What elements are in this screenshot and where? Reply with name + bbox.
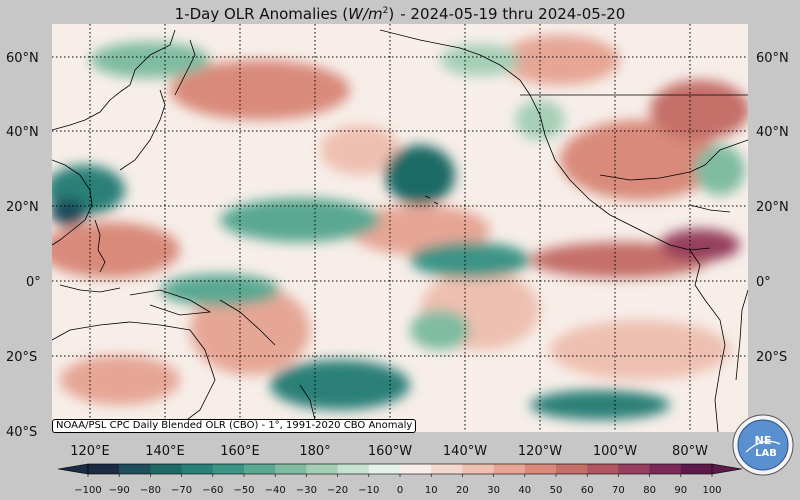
colorbar-swatch [649, 464, 682, 474]
colorbar-tick-label: 60 [581, 485, 594, 496]
colorbar-swatch [88, 464, 120, 474]
colorbar-tick-label: −100 [74, 485, 101, 496]
colorbar-tick-label: −80 [140, 485, 161, 496]
colorbar-tick-label: −10 [358, 485, 379, 496]
title-prefix: 1-Day OLR Anomalies [174, 5, 338, 23]
colorbar-tick-label: 0 [397, 485, 403, 496]
colorbar-swatch [119, 464, 151, 474]
colorbar-tick-label: −90 [109, 485, 130, 496]
lat-labels-left: 60°N 40°N 20°N 0° 20°S 40°S [6, 51, 41, 440]
colorbar-swatch [212, 464, 245, 474]
lat-labels-right: 60°N 40°N 20°N 0° 20°S [756, 51, 789, 365]
data-credit: NOAA/PSL CPC Daily Blended OLR (CBO) - 1… [52, 419, 417, 433]
title-unit-base: W/m [348, 5, 383, 23]
lat-label: 40°N [756, 125, 789, 140]
title-unit-exp: 2 [382, 6, 389, 16]
colorbar-swatch [493, 464, 526, 474]
lat-label: 40°S [6, 425, 37, 440]
colorbar-extend-low [57, 463, 89, 475]
lon-label: 80°W [672, 444, 708, 459]
colorbar-tick-label: −70 [171, 485, 192, 496]
lon-label: 160°W [368, 444, 412, 459]
lon-label: 180° [299, 444, 330, 459]
lat-label: 0° [756, 275, 771, 290]
lon-label: 120°E [70, 444, 110, 459]
colorbar-swatch [587, 464, 619, 474]
logo-text-bottom: LAB [755, 448, 777, 459]
colorbar-swatch [150, 464, 183, 474]
colorbar-tick-label: −60 [202, 485, 223, 496]
colorbar-tick-label: 10 [425, 485, 438, 496]
lon-label: 160°E [220, 444, 260, 459]
colorbar-tick-label: −20 [327, 485, 348, 496]
lon-label: 100°W [593, 444, 637, 459]
colorbar-swatch [618, 464, 651, 474]
lon-label: 140°W [443, 444, 487, 459]
lon-labels: 120°E 140°E 160°E 180° 160°W 140°W 120°W… [70, 444, 708, 459]
colorbar-swatch [368, 464, 401, 474]
colorbar-swatch [556, 464, 588, 474]
colorbar-tick-label: 80 [643, 485, 656, 496]
colorbar-tick-label: −40 [265, 485, 286, 496]
lat-label: 20°N [6, 200, 39, 215]
colorbar-tick-label: 90 [674, 485, 687, 496]
colorbar-swatch [431, 464, 463, 474]
colorbar-tick-label: −30 [296, 485, 317, 496]
logo-text-top: NE [755, 434, 772, 447]
colorbar-tick-label: 20 [456, 485, 469, 496]
graticule [52, 24, 748, 432]
colorbar-tick-label: 50 [550, 485, 563, 496]
lat-label: 0° [26, 275, 41, 290]
lat-label: 20°S [6, 350, 37, 365]
lat-label: 20°S [756, 350, 787, 365]
lat-label: 20°N [756, 200, 789, 215]
colorbar-tick-label: 30 [487, 485, 500, 496]
colorbar-swatch [275, 464, 307, 474]
colorbar-swatch [306, 464, 339, 474]
nelab-logo-icon: NE LAB [732, 414, 794, 476]
colorbar-swatch [337, 464, 370, 474]
title-suffix: - 2024-05-19 thru 2024-05-20 [400, 5, 626, 23]
colorbar-swatch [524, 464, 557, 474]
map-title: 1-Day OLR Anomalies (W/m2) - 2024-05-19 t… [174, 5, 626, 23]
lon-label: 140°E [145, 444, 185, 459]
colorbar-swatch [462, 464, 495, 474]
colorbar-tick-label: 70 [612, 485, 625, 496]
colorbar-swatch [400, 464, 432, 474]
colorbar-swatch [680, 464, 713, 474]
colorbar-tick-label: −50 [233, 485, 254, 496]
colorbar-tick-label: 40 [518, 485, 531, 496]
lon-label: 120°W [518, 444, 562, 459]
colorbar-swatch [244, 464, 276, 474]
lat-label: 60°N [756, 51, 789, 66]
lat-label: 40°N [6, 125, 39, 140]
colorbar: −100 −90 −80 −70 −60 −50 −40 −30 −20 −10 0 10 20 30 40… [57, 463, 743, 496]
lat-label: 60°N [6, 51, 39, 66]
colorbar-tick-label: 100 [702, 485, 721, 496]
olr-anomaly-field [52, 24, 748, 432]
colorbar-swatch [181, 464, 214, 474]
